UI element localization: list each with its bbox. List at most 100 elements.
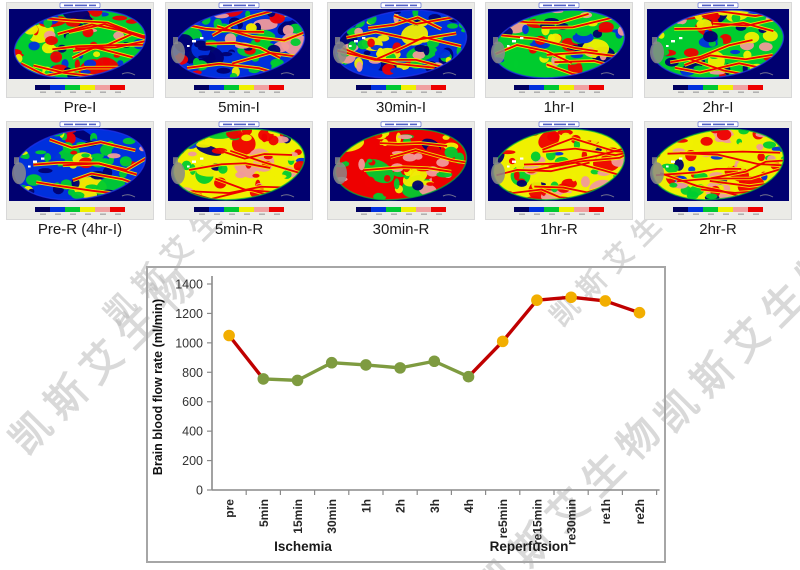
colorbar-segment [80, 207, 95, 212]
heatmap-panel [165, 2, 313, 98]
colorbar-tick [723, 213, 729, 215]
colorbar-segment [431, 207, 446, 212]
colorbar-tick [361, 213, 367, 215]
colorbar-tick [678, 213, 684, 215]
series-segment [603, 299, 642, 315]
x-tick-label: 30min [325, 499, 339, 534]
colorbar-tick [519, 213, 525, 215]
masked-region [650, 162, 664, 185]
colorbar-tick [594, 91, 600, 93]
colorbar-tick [693, 91, 699, 93]
data-point [257, 373, 270, 385]
colorbar-tick [274, 213, 280, 215]
colorbar-segment [254, 207, 269, 212]
colorbar-segment [110, 207, 125, 212]
arrow-mark [666, 165, 669, 168]
colorbar-tick [753, 213, 759, 215]
x-tick-label: re1h [599, 499, 613, 524]
masked-region [171, 162, 185, 185]
data-point [565, 291, 577, 304]
colorbar-tick [259, 91, 265, 93]
series-segment [398, 359, 436, 370]
colorbar-segment [224, 85, 239, 90]
colorbar-segment [559, 85, 574, 90]
colorbar-segment [254, 85, 269, 90]
arrow-mark [192, 40, 196, 43]
arrow-mark [192, 160, 196, 163]
colorbar-segment [194, 85, 209, 90]
colorbar-tick [678, 91, 684, 93]
x-tick-label: re15min [530, 499, 544, 545]
colorbar-tick [564, 91, 570, 93]
colorbar-segment [209, 85, 224, 90]
colorbar-segment [748, 85, 763, 90]
colorbar-segment [529, 85, 544, 90]
colorbar-tick [115, 91, 121, 93]
colorbar-tick [40, 91, 46, 93]
data-point [428, 355, 441, 368]
arrow-mark [512, 40, 516, 43]
data-point [325, 356, 338, 369]
colorbar-segment [688, 85, 703, 90]
y-axis-title: Brain blood flow rate (ml/min) [151, 299, 165, 475]
panel-label: 30min-R [372, 221, 430, 238]
arrow-mark [349, 45, 352, 47]
data-point [462, 370, 475, 383]
arrow-mark [679, 157, 683, 160]
colorbar-tick [421, 213, 427, 215]
colorbar-tick [244, 213, 250, 215]
brain-outline [13, 9, 147, 79]
heatmap-panel [327, 2, 475, 98]
y-tick-label: 600 [182, 395, 203, 409]
heatmap-panel [6, 2, 154, 98]
colorbar-segment [35, 207, 50, 212]
colorbar-segment [239, 207, 254, 212]
colorbar-segment [559, 207, 574, 212]
arrow-mark [354, 40, 358, 43]
colorbar-tick [229, 91, 235, 93]
colorbar-segment [371, 207, 386, 212]
panel-label: 1hr-R [540, 221, 578, 238]
data-point [496, 335, 509, 348]
heatmap-panel [644, 121, 792, 220]
y-tick-label: 0 [196, 484, 203, 498]
colorbar-tick [361, 91, 367, 93]
colorbar-segment [688, 207, 703, 212]
colorbar-segment [224, 207, 239, 212]
series-segment [295, 361, 334, 383]
colorbar-segment [718, 85, 733, 90]
data-point [633, 306, 646, 319]
series-segment [466, 339, 505, 379]
arrow-mark [41, 157, 45, 160]
data-point [223, 329, 235, 342]
series-segment [501, 298, 539, 344]
brain-flow-map [647, 121, 789, 208]
blood-flow-chart: 0 200 400 600 800 1000 1200 1400 pre 5min 15min 30m… [146, 266, 666, 563]
colorbar-tick [549, 213, 555, 215]
colorbar-segment [65, 85, 80, 90]
colorbar-tick [519, 91, 525, 93]
y-tick-label: 800 [182, 366, 203, 380]
colorbar-tick [436, 213, 442, 215]
colorbar-segment [65, 207, 80, 212]
colorbar-tick [376, 213, 382, 215]
masked-region [650, 41, 664, 64]
colorbar-tick [85, 213, 91, 215]
heatmap-panel [6, 121, 154, 220]
phase-label-reperfusion: Reperfusion [490, 539, 569, 554]
panel-label: Pre-R (4hr-I) [37, 221, 123, 238]
colorbar-tick [708, 91, 714, 93]
colorbar-segment [50, 85, 65, 90]
colorbar-tick [436, 91, 442, 93]
colorbar-tick [199, 213, 205, 215]
colorbar-segment [209, 207, 224, 212]
colorbar-tick [534, 91, 540, 93]
colorbar-segment [110, 85, 125, 90]
data-point [360, 359, 372, 371]
colorbar-segment [50, 207, 65, 212]
data-point [599, 295, 612, 307]
heatmap-panel [165, 121, 313, 220]
colorbar-tick [693, 213, 699, 215]
colorbar-segment [703, 207, 718, 212]
